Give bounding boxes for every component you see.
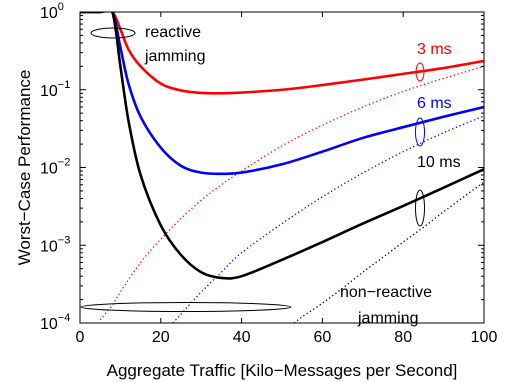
text-labels: Aggregate Traffic [Kilo−Messages per Sec…	[15, 24, 461, 380]
annotation-non-reactive: non−reactive	[340, 284, 432, 301]
label-6ms: 6 ms	[417, 95, 452, 112]
series-6-ms	[80, 12, 484, 176]
annotation-ellipses	[80, 27, 425, 312]
ellipse-10ms	[415, 189, 425, 227]
series-3-ms	[80, 12, 484, 95]
x-axis-label: Aggregate Traffic [Kilo−Messages per Sec…	[107, 361, 458, 380]
x-tick-label: 100	[471, 329, 498, 346]
label-3ms: 3 ms	[417, 41, 452, 58]
y-tick-label: 10−3	[40, 234, 70, 255]
annotation-non-reactive-jamming: jamming	[357, 310, 418, 327]
series-6-ms-non-reactive	[172, 115, 484, 323]
series-3-ms-non-reactive	[99, 65, 484, 321]
y-tick-label: 10−1	[40, 79, 70, 100]
axis-ticks: 0 20 40 60 80 100 100 10−1 10−2 10−3 10−4	[40, 1, 497, 346]
label-10ms: 10 ms	[417, 154, 461, 171]
x-tick-label: 20	[152, 329, 170, 346]
series-10-ms	[80, 12, 484, 280]
annotation-reactive-jamming: jamming	[144, 48, 205, 65]
x-tick-label: 0	[76, 329, 85, 346]
ellipse-6ms	[415, 117, 425, 147]
x-tick-label: 80	[394, 329, 412, 346]
y-tick-label: 10−2	[40, 157, 70, 178]
y-axis-label: Worst−Case Performance	[15, 70, 34, 266]
x-tick-label: 40	[233, 329, 251, 346]
annotation-reactive: reactive	[145, 24, 201, 41]
y-tick-label: 100	[40, 1, 64, 22]
ellipse-non-reactive	[80, 302, 292, 312]
series-10-ms-non-reactive	[293, 181, 484, 323]
ellipse-3ms	[415, 62, 425, 82]
y-tick-label: 10−4	[40, 312, 70, 333]
plot-curves	[80, 12, 484, 323]
ellipse-reactive	[90, 27, 136, 39]
x-tick-label: 60	[314, 329, 332, 346]
